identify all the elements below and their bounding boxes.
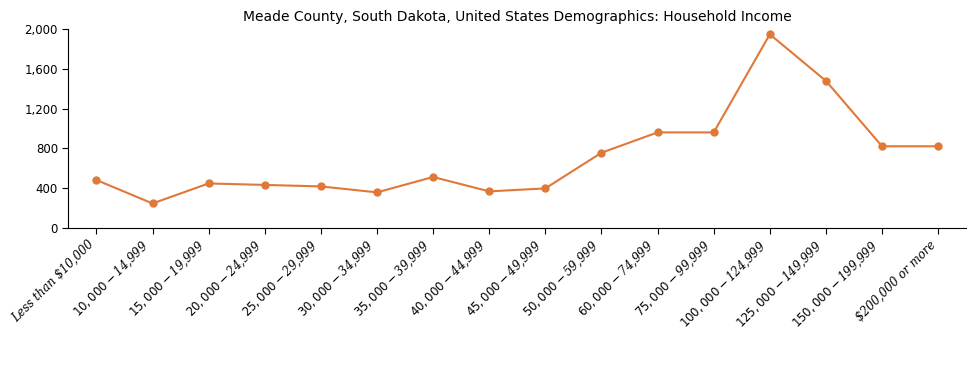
Title: Meade County, South Dakota, United States Demographics: Household Income: Meade County, South Dakota, United State… [243,10,792,24]
